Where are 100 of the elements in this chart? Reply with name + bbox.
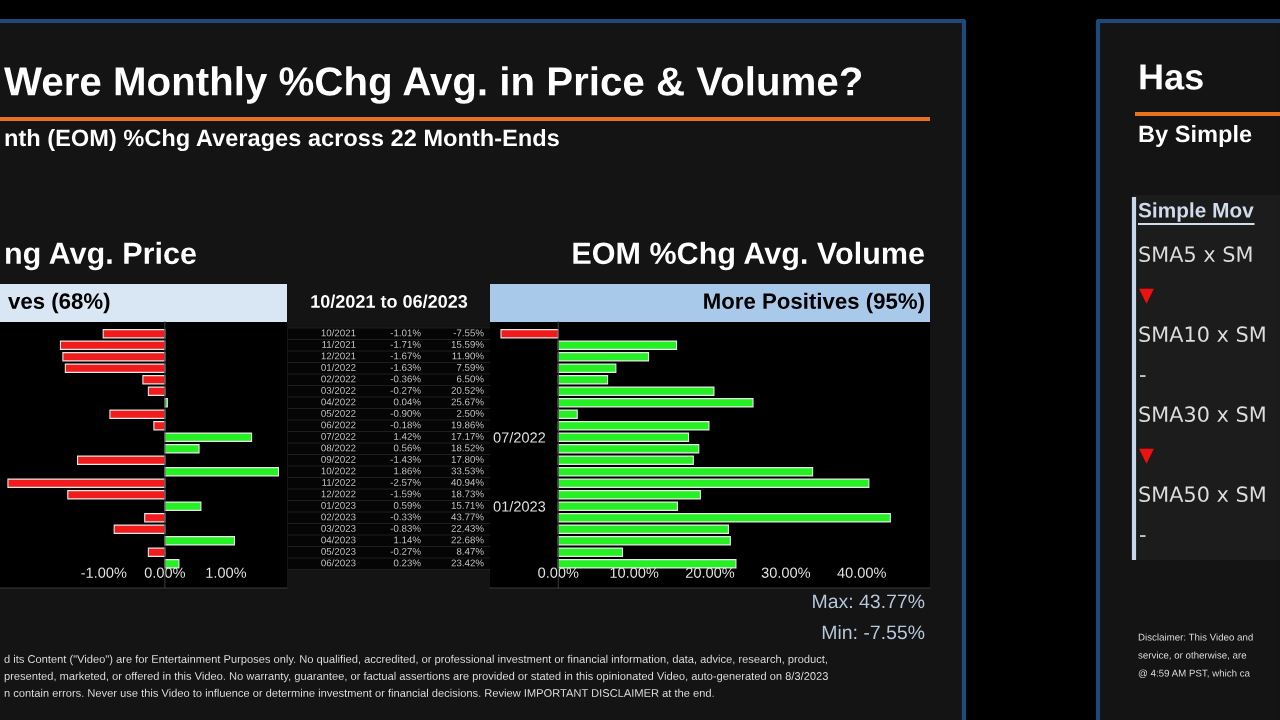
data-label: 18.73% bbox=[451, 490, 484, 498]
data-label: -7.55% bbox=[453, 329, 484, 337]
category-label: 08/2022 bbox=[321, 444, 356, 452]
bar bbox=[67, 490, 166, 500]
data-label: 11.90% bbox=[452, 352, 484, 360]
bar bbox=[557, 340, 678, 350]
text: nth (EOM) %Chg Averages across 22 Month-Ends bbox=[5, 128, 559, 152]
category-label: 02/2022 bbox=[321, 375, 356, 383]
text: - bbox=[1140, 535, 1146, 537]
data-label: -1.71% bbox=[390, 341, 421, 348]
data-label: -1.43% bbox=[390, 455, 421, 463]
data-label: -2.57% bbox=[390, 478, 421, 486]
data-label: 25.67% bbox=[451, 398, 484, 406]
text: service, or otherwise, are bbox=[1138, 651, 1247, 660]
category-label: 03/2022 bbox=[321, 386, 356, 394]
data-label: 20.52% bbox=[451, 386, 484, 394]
data-label: 40.94% bbox=[451, 478, 484, 486]
category-label: 10/2021 bbox=[321, 329, 356, 337]
category-label: 06/2022 bbox=[321, 421, 356, 429]
text: - bbox=[1140, 375, 1146, 377]
chart-subtitle: More Positives (95%) bbox=[704, 292, 924, 314]
text: SMA50 x SM bbox=[1139, 486, 1265, 503]
data-label: -1.01% bbox=[390, 329, 421, 337]
text: Disclaimer: This Video and bbox=[1138, 633, 1253, 641]
category-label: 04/2023 bbox=[321, 536, 356, 544]
data-label: 18.52% bbox=[451, 444, 484, 452]
data-label: 22.43% bbox=[451, 524, 484, 532]
data-label: 17.80% bbox=[451, 455, 484, 463]
text: ▼ bbox=[1139, 448, 1154, 464]
x-tick-label: 40.00% bbox=[837, 567, 886, 578]
bar bbox=[557, 559, 737, 569]
category-label: 02/2023 bbox=[321, 513, 356, 521]
chart-title: ng Avg. Price bbox=[6, 241, 196, 271]
text: ▼ bbox=[1139, 288, 1154, 304]
bar bbox=[164, 432, 253, 442]
data-label: 0.23% bbox=[393, 559, 421, 567]
category-label: 11/2021 bbox=[322, 340, 356, 348]
category-label: 10/2022 bbox=[321, 467, 356, 475]
data-label: 19.86% bbox=[451, 421, 484, 429]
category-label: 04/2022 bbox=[321, 398, 356, 406]
category-label: 06/2023 bbox=[321, 559, 356, 567]
data-label: 7.59% bbox=[456, 363, 484, 371]
data-label: 33.53% bbox=[451, 467, 484, 475]
data-label: 15.59% bbox=[451, 340, 484, 348]
bar bbox=[164, 501, 202, 511]
data-label: 6.50% bbox=[456, 375, 484, 383]
data-label: 0.56% bbox=[393, 444, 421, 452]
category-label: 07/2022 bbox=[321, 432, 356, 440]
bar bbox=[164, 444, 200, 454]
category-label: 03/2023 bbox=[321, 524, 356, 532]
data-label: 1.86% bbox=[394, 467, 421, 475]
data-label: -0.33% bbox=[390, 513, 421, 521]
data-label: 1.14% bbox=[394, 536, 421, 544]
text: SMA10 x SM bbox=[1139, 326, 1265, 343]
text: Has bbox=[1140, 64, 1203, 90]
data-label: 0.04% bbox=[393, 398, 421, 406]
data-label: -0.83% bbox=[390, 524, 421, 532]
x-tick-label: 0.00% bbox=[538, 567, 579, 578]
text: SMA5 x SM bbox=[1139, 246, 1252, 263]
bar bbox=[153, 421, 166, 431]
data-label: -1.63% bbox=[390, 363, 421, 371]
bar bbox=[500, 329, 559, 339]
x-tick-label: 0.00% bbox=[144, 567, 186, 578]
x-tick-label: 10.00% bbox=[610, 567, 659, 578]
text: @ 4:59 AM PST, which ca bbox=[1138, 669, 1250, 678]
category-label: 05/2022 bbox=[321, 409, 356, 417]
chart-title: EOM %Chg Avg. Volume bbox=[573, 241, 924, 271]
category-label: 09/2022 bbox=[321, 455, 356, 463]
data-label: 1.42% bbox=[394, 432, 421, 440]
category-label: 12/2021 bbox=[321, 352, 356, 360]
bar bbox=[164, 559, 180, 569]
data-label: -0.90% bbox=[390, 409, 421, 417]
text: Min: -7.55% bbox=[822, 624, 925, 640]
bar bbox=[164, 536, 236, 546]
bar bbox=[164, 467, 280, 477]
text: By Simple bbox=[1139, 125, 1252, 147]
category-label: 12/2022 bbox=[321, 490, 356, 498]
category-label: 05/2023 bbox=[321, 547, 356, 555]
text: SMA30 x SM bbox=[1139, 406, 1265, 423]
data-label: -0.27% bbox=[390, 386, 421, 394]
category-label: 01/2022 bbox=[321, 363, 356, 371]
bar bbox=[109, 409, 166, 419]
bar bbox=[147, 547, 166, 557]
data-label: 43.77% bbox=[451, 513, 484, 521]
data-label: -1.59% bbox=[390, 490, 421, 498]
text: Max: 43.77% bbox=[813, 594, 925, 609]
text: Were Monthly %Chg Avg. in Price & Volume? bbox=[4, 66, 862, 104]
x-tick-label: 20.00% bbox=[686, 567, 735, 578]
data-label: -0.27% bbox=[390, 547, 421, 555]
x-tick-label: 1.00% bbox=[206, 567, 247, 578]
text: d its Content ("Video") are for Entertainment Purposes only. No qualified, accredited, or professional investment or financial information, data, advice, research, product, bbox=[4, 654, 827, 666]
text: n contain errors. Never use this Video to influence or determine investment or financial decisions. Review IMPORTANT DISCLAIMER at the end. bbox=[4, 688, 714, 697]
bar bbox=[76, 455, 166, 465]
data-label: 15.71% bbox=[451, 502, 484, 509]
category-label: 11/2022 bbox=[322, 478, 356, 486]
chart-subtitle: ves (68%) bbox=[8, 292, 110, 314]
data-label: 8.47% bbox=[456, 547, 484, 555]
data-label: -0.36% bbox=[390, 375, 421, 383]
data-label: 0.59% bbox=[393, 501, 421, 509]
data-label: -0.18% bbox=[390, 421, 421, 429]
